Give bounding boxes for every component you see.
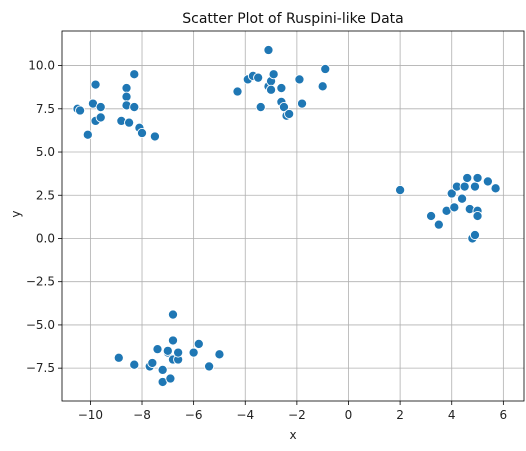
data-point — [157, 364, 168, 375]
data-point — [162, 345, 173, 356]
data-point — [129, 102, 140, 113]
data-point — [95, 102, 106, 113]
ticks: −10 −8 −6 −4 −2 0 2 4 6 −7.5 −5.0 −2.5 0.0 2.5 5.0 7.5 1… — [26, 59, 507, 422]
data-point — [276, 83, 287, 94]
x-axis-label: x — [289, 428, 296, 442]
data-point — [469, 229, 481, 241]
data-point — [433, 219, 444, 230]
data-point — [82, 129, 93, 140]
data-point — [129, 69, 140, 80]
data-point — [469, 181, 481, 192]
data-point — [459, 181, 470, 192]
data-point — [129, 359, 140, 370]
data-point — [147, 357, 158, 369]
data-point — [121, 83, 132, 94]
data-point — [472, 172, 483, 184]
x-tick-label: 4 — [448, 408, 456, 422]
data-point — [167, 335, 179, 346]
data-point — [462, 172, 473, 184]
data-point — [75, 105, 86, 116]
x-tick-label: 6 — [500, 408, 508, 422]
data-point — [482, 176, 493, 187]
data-point — [472, 210, 483, 222]
y-tick-label: 2.5 — [36, 188, 55, 202]
data-point — [253, 72, 264, 83]
data-point — [152, 344, 163, 355]
data-point — [296, 98, 308, 109]
x-tick-label: −4 — [236, 408, 254, 422]
y-tick-label: −7.5 — [26, 361, 55, 375]
data-point — [457, 193, 468, 204]
data-point — [268, 69, 279, 80]
axes — [61, 30, 525, 402]
x-tick-label: −8 — [133, 408, 151, 422]
y-tick-label: 0.0 — [36, 231, 55, 245]
data-point — [95, 112, 106, 123]
data-points — [72, 44, 501, 388]
data-point — [193, 338, 204, 349]
data-point — [136, 127, 148, 139]
data-point — [426, 210, 437, 222]
y-axis-label: y — [9, 210, 23, 217]
x-tick-label: −2 — [288, 408, 306, 422]
data-point — [173, 347, 184, 358]
chart-title: Scatter Plot of Ruspini-like Data — [182, 11, 403, 27]
plot-frame — [61, 30, 525, 402]
y-tick-label: 10.0 — [28, 59, 55, 73]
data-point — [90, 79, 101, 90]
data-point — [232, 86, 243, 97]
data-point — [284, 108, 295, 120]
data-point — [124, 117, 135, 128]
data-point — [266, 84, 277, 95]
data-point — [121, 91, 132, 102]
data-point — [204, 361, 215, 372]
y-tick-label: 5.0 — [36, 145, 55, 159]
data-point — [263, 44, 274, 56]
data-point — [255, 102, 266, 113]
y-tick-label: −5.0 — [26, 318, 55, 332]
data-point — [167, 309, 179, 320]
data-point — [165, 373, 176, 384]
y-tick-label: −2.5 — [26, 275, 55, 289]
data-point — [449, 202, 460, 213]
data-point — [294, 74, 305, 85]
x-tick-label: 2 — [396, 408, 404, 422]
y-tick-label: 7.5 — [36, 102, 55, 116]
data-point — [395, 185, 406, 196]
data-point — [188, 347, 199, 358]
data-point — [214, 349, 225, 360]
data-point — [317, 81, 328, 92]
data-point — [446, 188, 457, 199]
x-tick-label: −10 — [78, 408, 103, 422]
data-point — [113, 352, 124, 363]
data-point — [320, 63, 331, 75]
data-point — [149, 131, 160, 142]
x-tick-label: −6 — [185, 408, 203, 422]
x-tick-label: 0 — [345, 408, 353, 422]
data-point — [490, 183, 501, 194]
